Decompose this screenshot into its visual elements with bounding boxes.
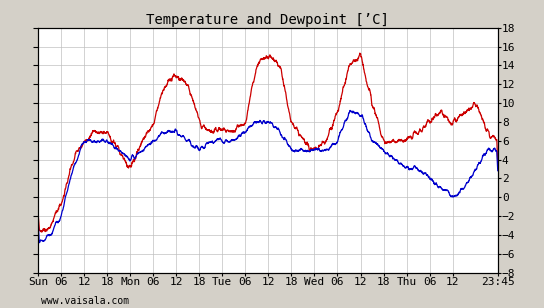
Text: www.vaisala.com: www.vaisala.com (41, 297, 129, 306)
Title: Temperature and Dewpoint [’C]: Temperature and Dewpoint [’C] (146, 13, 390, 26)
